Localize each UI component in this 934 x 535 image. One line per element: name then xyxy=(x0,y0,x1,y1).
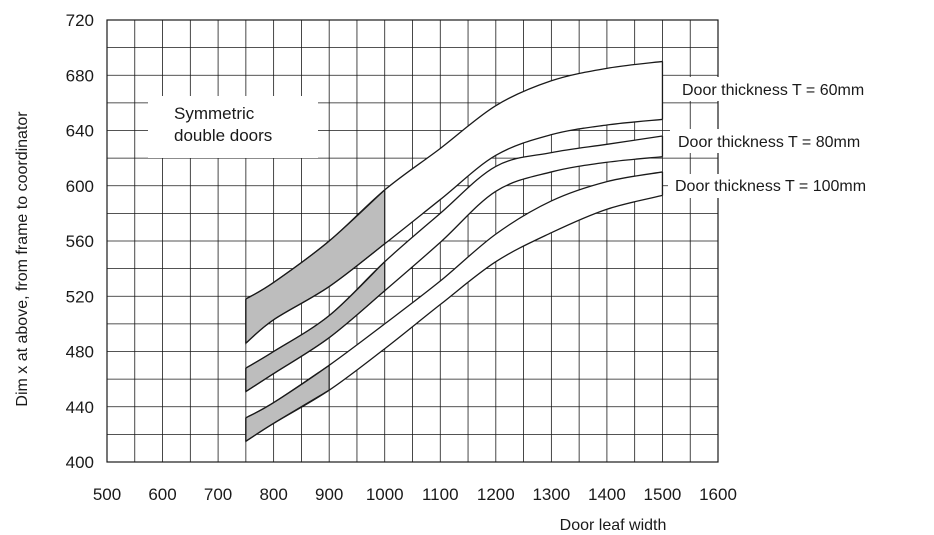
bands xyxy=(245,60,664,443)
y-tick-label: 600 xyxy=(66,177,94,196)
y-axis-label: Dim x at above, from frame to coordinato… xyxy=(14,111,31,407)
series-label-80: Door thickness T = 80mm xyxy=(678,134,860,151)
series-upper-line xyxy=(245,171,663,419)
band-area xyxy=(245,171,663,442)
x-tick-label: 1600 xyxy=(699,485,737,504)
y-tick-label: 480 xyxy=(66,343,94,362)
series-lower-line xyxy=(245,156,663,393)
series-label-bg-60 xyxy=(670,77,932,101)
x-tick-label: 1200 xyxy=(477,485,515,504)
band-area xyxy=(245,61,663,344)
series-label-100: Door thickness T = 100mm xyxy=(675,178,866,195)
shaded-region xyxy=(245,188,386,345)
y-tick-label: 720 xyxy=(66,11,94,30)
x-tick-labels: 500 600 700 800 900 1000 1100 1200 1300 1400 1500 1… xyxy=(93,485,737,504)
series-lower-line xyxy=(245,118,663,344)
x-tick-label: 1100 xyxy=(422,485,459,504)
series-label-bg-80 xyxy=(670,129,932,153)
series-lower-line xyxy=(245,194,663,442)
series-upper-line xyxy=(245,135,663,369)
series-label-bg-100 xyxy=(668,174,932,198)
y-tick-label: 520 xyxy=(66,287,94,306)
y-tick-label: 640 xyxy=(66,122,94,141)
annotation-line-1: Symmetric xyxy=(174,104,255,123)
x-tick-label: 600 xyxy=(148,485,176,504)
y-tick-labels: 400 440 480 520 560 600 640 680 720 xyxy=(66,11,94,472)
x-tick-label: 1500 xyxy=(644,485,682,504)
y-tick-label: 560 xyxy=(66,232,94,251)
x-tick-label: 1000 xyxy=(366,485,404,504)
x-axis-label: Door leaf width xyxy=(560,517,667,534)
x-tick-label: 700 xyxy=(204,485,232,504)
plot-frame xyxy=(106,19,719,463)
y-tick-label: 440 xyxy=(66,398,94,417)
y-tick-label: 680 xyxy=(66,66,94,85)
series-labels: Door thickness T = 60mm Door thickness T… xyxy=(668,77,932,198)
x-tick-label: 800 xyxy=(259,485,287,504)
annotation-box: Symmetric double doors xyxy=(148,96,318,158)
x-tick-label: 1300 xyxy=(532,485,570,504)
x-tick-label: 500 xyxy=(93,485,121,504)
series-label-60: Door thickness T = 60mm xyxy=(682,82,864,99)
y-tick-label: 400 xyxy=(66,453,94,472)
x-tick-label: 900 xyxy=(315,485,343,504)
annotation-background xyxy=(148,96,318,158)
series-upper-line xyxy=(245,60,663,300)
annotation-line-2: double doors xyxy=(174,126,272,145)
x-tick-label: 1400 xyxy=(588,485,626,504)
